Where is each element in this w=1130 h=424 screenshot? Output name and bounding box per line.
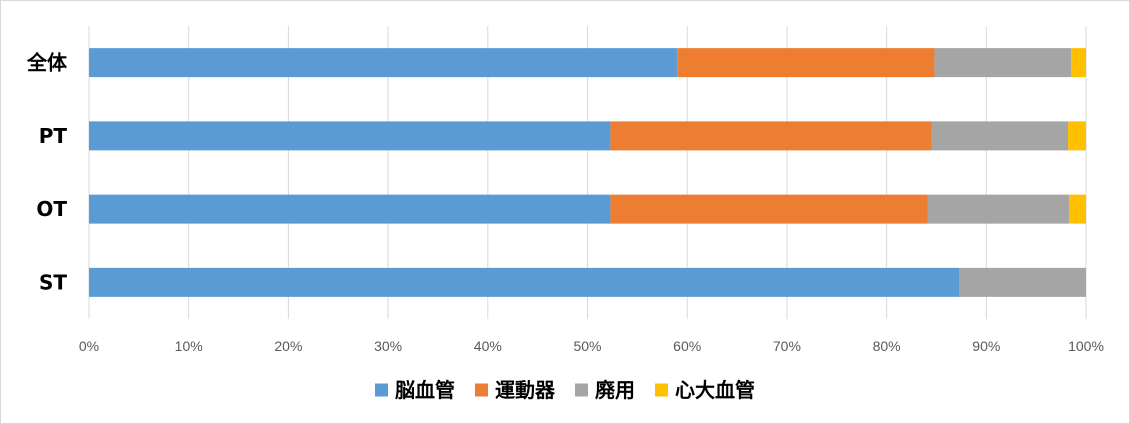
- x-tick-label: 80%: [873, 338, 901, 354]
- x-tick-label: 40%: [474, 338, 502, 354]
- bar-segment: [1068, 121, 1086, 151]
- legend-label: 運動器: [495, 378, 556, 402]
- bar-segment: [610, 121, 932, 151]
- legend-swatch: [575, 383, 588, 397]
- legend-label: 心大血管: [675, 378, 755, 402]
- bar-segment: [89, 194, 611, 224]
- legend-label: 廃用: [595, 378, 635, 402]
- legend-swatch: [655, 383, 668, 397]
- x-tick-label: 10%: [175, 338, 203, 354]
- x-tick-label: 20%: [274, 338, 302, 354]
- legend: 脳血管 運動器 廃用 心大血管: [375, 378, 755, 402]
- bar-segment: [89, 48, 678, 78]
- category-label: OT: [36, 197, 67, 221]
- bar-segment: [959, 267, 1086, 297]
- category-label: 全体: [26, 51, 68, 75]
- bar-segment: [1069, 194, 1086, 224]
- bars: [89, 48, 1086, 297]
- legend-swatch: [475, 383, 488, 397]
- category-label: ST: [39, 270, 67, 294]
- bar-segment: [927, 194, 1070, 224]
- bar-segment: [677, 48, 935, 78]
- bar-segment: [89, 121, 611, 151]
- x-tick-label: 30%: [374, 338, 402, 354]
- x-tick-label: 50%: [573, 338, 601, 354]
- bar-segment: [934, 48, 1072, 78]
- bar-segment: [89, 267, 960, 297]
- category-label: PT: [39, 124, 68, 148]
- bar-segment: [610, 194, 928, 224]
- x-tick-label: 100%: [1068, 338, 1104, 354]
- category-labels: 全体 PT OT ST: [26, 51, 68, 295]
- legend-label: 脳血管: [394, 378, 455, 402]
- legend-swatch: [375, 383, 388, 397]
- bar-segment: [931, 121, 1069, 151]
- x-tick-label: 90%: [972, 338, 1000, 354]
- x-tick-label: 70%: [773, 338, 801, 354]
- x-tick-label: 0%: [79, 338, 99, 354]
- x-axis-tick-labels: 0% 10% 20% 30% 40% 50% 60% 70% 80% 90% 100%: [79, 338, 1104, 354]
- x-tick-label: 60%: [673, 338, 701, 354]
- bar-segment: [1071, 48, 1086, 78]
